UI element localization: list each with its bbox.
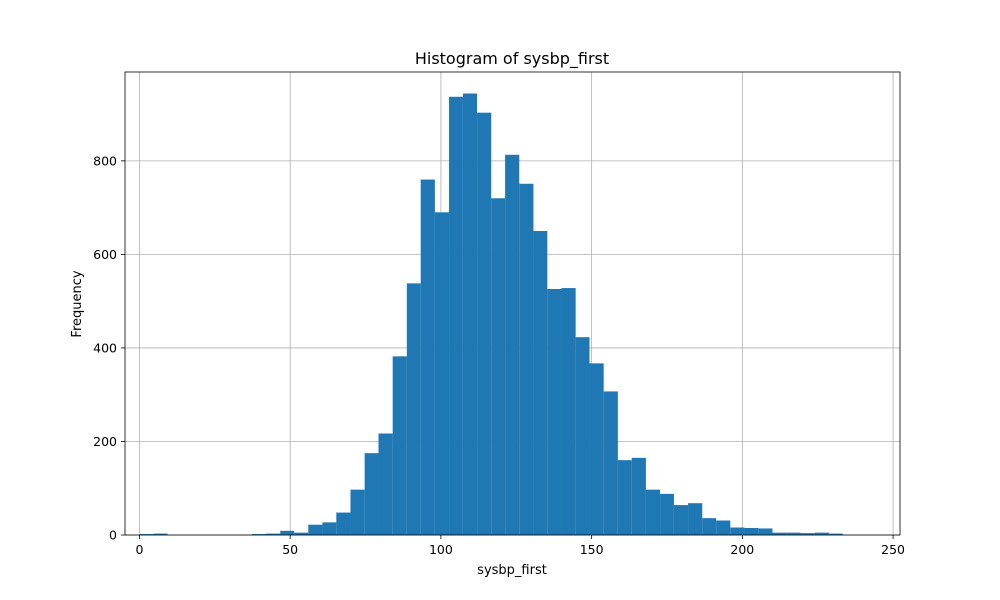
histogram-bar bbox=[139, 534, 154, 535]
histogram-bar bbox=[730, 527, 745, 535]
x-tick-label: 0 bbox=[135, 542, 143, 557]
histogram-bar bbox=[294, 532, 309, 535]
histogram-bar bbox=[617, 460, 632, 535]
histogram-bar bbox=[336, 512, 351, 535]
y-tick-label: 200 bbox=[93, 434, 117, 449]
histogram-bar bbox=[814, 532, 829, 535]
histogram-bar bbox=[828, 533, 843, 535]
histogram-bar bbox=[533, 231, 548, 535]
x-axis-label: sysbp_first bbox=[477, 563, 547, 578]
histogram-bar bbox=[772, 532, 787, 535]
histogram-bar bbox=[406, 283, 421, 535]
histogram-bar bbox=[251, 534, 267, 535]
histogram-bar bbox=[716, 520, 731, 535]
histogram-bar bbox=[589, 363, 604, 535]
histogram-bar bbox=[660, 493, 674, 535]
histogram-bar bbox=[378, 433, 393, 535]
histogram-bar bbox=[280, 530, 295, 535]
histogram-bars bbox=[139, 93, 843, 536]
histogram-bar bbox=[364, 453, 379, 535]
histogram-bar bbox=[800, 533, 815, 535]
histogram-bar bbox=[322, 522, 337, 535]
histogram-bar bbox=[547, 289, 562, 535]
chart-title: Histogram of sysbp_first bbox=[415, 49, 609, 69]
histogram-bar bbox=[449, 96, 463, 535]
histogram-bar bbox=[786, 532, 801, 535]
axis-ticks: 0 50 100 150 200 250 0 200 400 600 800 bbox=[93, 153, 905, 557]
x-tick-label: 250 bbox=[881, 542, 905, 557]
histogram-bar bbox=[477, 112, 492, 536]
histogram-bar bbox=[702, 518, 717, 535]
y-tick-label: 800 bbox=[93, 153, 117, 168]
histogram-bar bbox=[491, 198, 506, 536]
histogram-bar bbox=[519, 183, 534, 535]
histogram-bar bbox=[505, 154, 520, 535]
x-tick-label: 100 bbox=[429, 542, 453, 557]
histogram-bar bbox=[420, 179, 435, 535]
histogram-bar bbox=[153, 533, 168, 535]
histogram-bar bbox=[434, 212, 450, 535]
y-axis-label: Frequency bbox=[70, 270, 85, 337]
histogram-bar bbox=[561, 288, 576, 535]
histogram-bar bbox=[392, 356, 407, 535]
histogram-bar bbox=[308, 524, 323, 535]
histogram-bar bbox=[645, 489, 661, 535]
plot-frame bbox=[124, 71, 901, 536]
histogram-bar bbox=[673, 505, 689, 535]
x-tick-label: 50 bbox=[282, 542, 298, 557]
histogram-bar bbox=[688, 503, 703, 535]
y-tick-label: 400 bbox=[93, 340, 117, 355]
histogram-bar bbox=[575, 337, 590, 535]
y-tick-label: 0 bbox=[109, 528, 117, 543]
histogram-bar bbox=[631, 457, 646, 535]
y-tick-label: 600 bbox=[93, 247, 117, 262]
x-tick-label: 200 bbox=[730, 542, 754, 557]
histogram-bar bbox=[462, 93, 478, 536]
histogram-bar bbox=[350, 489, 365, 535]
histogram-bar bbox=[266, 533, 281, 535]
histogram-bar bbox=[744, 527, 759, 535]
histogram-bar bbox=[603, 391, 618, 535]
x-tick-label: 150 bbox=[580, 542, 604, 557]
histogram-bar bbox=[758, 528, 773, 535]
